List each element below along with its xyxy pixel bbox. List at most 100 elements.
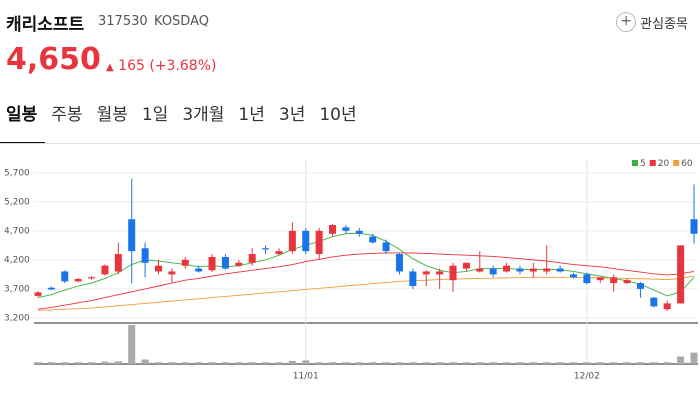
volume-bar: [114, 361, 122, 364]
stock-name: 캐리소프트: [6, 15, 85, 35]
candle-body: [329, 225, 337, 234]
legend-label: 60: [681, 159, 693, 169]
candle-body: [583, 274, 591, 284]
y-tick-label: 5,200: [4, 197, 30, 207]
volume-bar: [208, 362, 216, 364]
candle-body: [114, 254, 122, 272]
candle-body: [382, 242, 390, 252]
legend-swatch: [649, 160, 656, 166]
volume-bar: [302, 360, 310, 364]
candle-body: [355, 230, 363, 234]
volume-bar: [543, 362, 551, 364]
change-pct: (+3.68%): [149, 58, 217, 74]
volume-bar: [369, 362, 377, 364]
volume-bar: [610, 362, 618, 364]
candle-body: [610, 277, 618, 284]
candle-body: [690, 219, 698, 234]
tab[interactable]: 일봉: [0, 100, 46, 144]
ma-line: [37, 232, 695, 299]
volume-bar: [503, 362, 511, 364]
volume-bar: [248, 362, 256, 364]
volume-bar: [168, 362, 176, 364]
tab[interactable]: 주봉: [51, 105, 83, 125]
candle-body: [409, 271, 417, 286]
volume-bar: [663, 362, 671, 364]
candle-body: [677, 245, 685, 304]
candle-body: [275, 251, 283, 255]
candle-body: [47, 287, 55, 290]
tab[interactable]: 1일: [141, 105, 169, 125]
tab[interactable]: 3개월: [182, 105, 225, 125]
ma-line: [37, 275, 695, 311]
volume-bar: [141, 359, 149, 364]
candle-body: [181, 259, 189, 266]
y-tick-label: 4,200: [4, 255, 30, 265]
candle-body: [529, 268, 537, 272]
candle-body: [570, 274, 578, 278]
legend-swatch: [632, 160, 638, 166]
volume-bar: [154, 362, 162, 364]
candle-body: [235, 262, 243, 266]
volume-bar: [88, 362, 96, 364]
volume-bar: [128, 325, 136, 364]
volume-bar: [570, 362, 578, 364]
candle-body: [342, 227, 350, 231]
tabs: 일봉 주봉 월봉 1일 3개월 1년 3년 10년: [0, 100, 365, 144]
tab[interactable]: 월봉: [96, 105, 128, 125]
legend-label: 5: [640, 159, 646, 169]
volume-bar: [529, 362, 537, 364]
legend-swatch: [673, 160, 680, 166]
y-tick-label: 5,700: [4, 168, 30, 178]
candle-body: [596, 277, 604, 281]
volume-bar: [462, 362, 470, 364]
volume-bar: [677, 356, 685, 364]
volume-bar: [288, 361, 296, 364]
tab[interactable]: 1년: [238, 105, 265, 125]
volume-bar: [489, 362, 497, 364]
volume-bar: [262, 362, 270, 364]
candle-body: [556, 268, 564, 272]
volume-bar: [596, 362, 604, 364]
watch-button[interactable]: + 관심종목: [616, 12, 688, 32]
volume-bar: [422, 362, 430, 364]
volume-bar: [409, 362, 417, 364]
candle-body: [436, 271, 444, 275]
volume-bar: [623, 362, 631, 364]
stock-code: 317530: [98, 14, 148, 29]
volume-bar: [583, 362, 591, 364]
volume-bar: [355, 362, 363, 364]
candle-body: [315, 230, 323, 255]
watch-label[interactable]: 관심종목: [640, 16, 688, 32]
volume-bar: [275, 362, 283, 364]
volume-bar: [476, 362, 484, 364]
candle-body: [395, 254, 403, 272]
volume-bar: [329, 362, 337, 364]
tab[interactable]: 10년: [319, 105, 357, 125]
volume-bar: [34, 362, 42, 364]
market: KOSDAQ: [154, 14, 209, 29]
volume-bar: [516, 362, 524, 364]
candle-body: [516, 268, 524, 272]
candle-body: [288, 230, 296, 252]
volume-bar: [636, 362, 644, 364]
candle-body: [101, 265, 109, 275]
volume-bar: [436, 362, 444, 364]
candle-body: [663, 303, 671, 310]
y-tick-label: 3,700: [4, 284, 30, 294]
price: 4,650: [6, 42, 101, 77]
change: ▲ 165 (+3.68%): [106, 58, 217, 74]
volume-bar: [315, 362, 323, 364]
chart: 3,200 3,700 4,200 4,700 5,200 5,700 11/01 12/02…: [4, 159, 698, 382]
volume-bar: [395, 362, 403, 364]
separator: [0, 143, 700, 144]
volume-bar: [74, 362, 82, 364]
candle-body: [449, 265, 457, 281]
tab[interactable]: 3년: [278, 105, 306, 125]
volume-bar: [449, 362, 457, 364]
candle-body: [61, 271, 69, 282]
candle-body: [262, 248, 270, 250]
volume-bar: [650, 362, 658, 364]
candle-body: [503, 265, 511, 272]
candle-body: [489, 268, 497, 275]
